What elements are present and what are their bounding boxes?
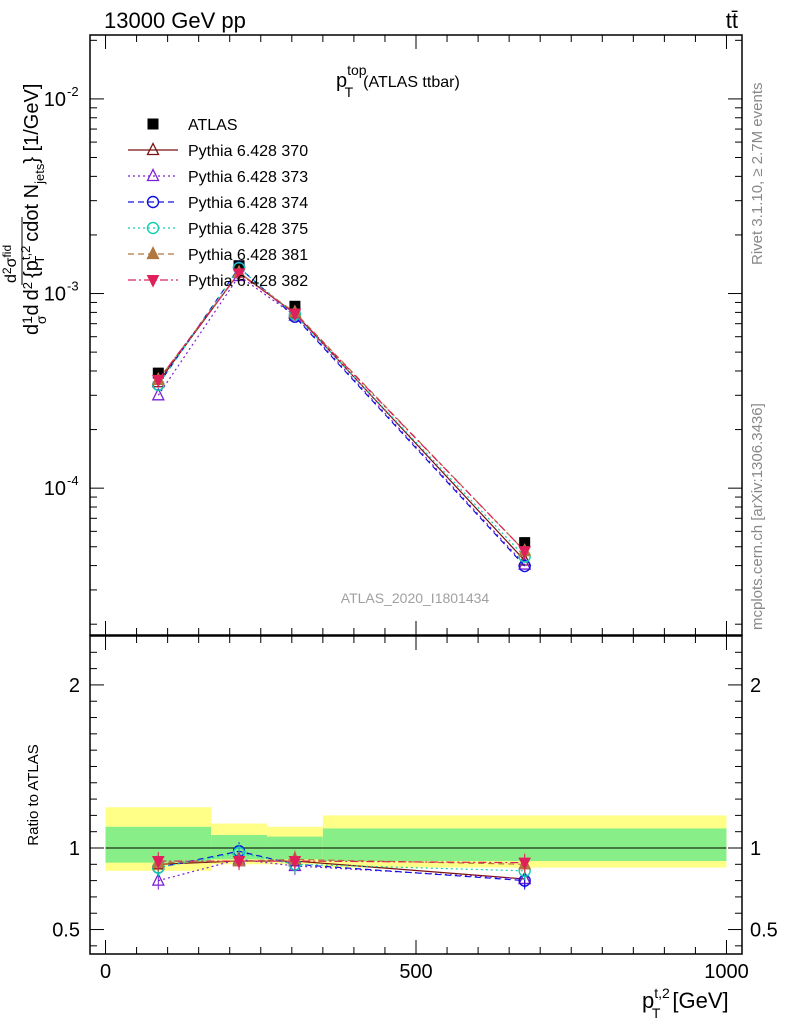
ratio-panel: 0.5 0.5 1 1 2 2 0 500 1000 Ratio to ATLAS pt,2 T [… [25,635,778,1021]
ratio-series-line [158,850,525,882]
main-y-tick-exponent: -4 [67,473,79,488]
ratio-y-tick-label-right: 0.5 [750,920,778,942]
svg-text:d2σfid: d2σfid [0,245,20,283]
ratio-y-tick-label: 0.5 [52,920,80,942]
legend-item: Pythia 6.428 375 [128,221,308,238]
legend-item: Pythia 6.428 370 [128,142,308,160]
plot-title-sub: T [345,84,354,100]
main-series-line [157,275,526,565]
main-point [288,308,302,322]
main-point [232,268,246,281]
legend-marker [146,168,160,182]
x-axis-label-tail: [GeV] [672,988,728,1013]
x-tick-label: 500 [399,961,432,983]
main-y-axis-label: d1σdd2{pt,2Tcdot Njets} [1/GeV] d2σfid [0,84,49,335]
svg-text:d1σdd2{pt,2Tcdot Njets} [1/GeV: d1σdd2{pt,2Tcdot Njets} [1/GeV] [18,84,49,335]
main-panel: 10-210-310-4 ptop T(ATLAS ttbar) ATLAS_20… [0,34,743,636]
ratio-series-layer [151,842,532,890]
main-series-line [157,272,526,552]
legend-marker [146,275,160,288]
legend-label: ATLAS [188,117,238,134]
plot-title-main: p [336,70,347,92]
ratio-point [232,856,246,869]
legend-label: Pythia 6.428 370 [188,143,308,160]
main-point [151,387,165,401]
x-tick-label: 0 [100,961,111,983]
x-axis-label-sub: T [652,1005,661,1021]
main-series-6 [151,268,531,559]
ratio-series-line [158,860,525,864]
legend-item: Pythia 6.428 374 [128,195,308,212]
legend-marker [146,195,160,209]
main-y-tick-label: 10 [44,89,66,111]
analysis-watermark: ATLAS_2020_I1801434 [341,590,490,606]
main-series-line [157,271,526,552]
main-point [518,546,531,559]
legend-item: Pythia 6.428 373 [128,168,308,186]
main-axis-ticks: 10-210-310-4 [44,35,742,635]
ratio-y-tick-label: 2 [69,675,80,697]
main-point [519,537,531,549]
x-axis-label: pt,2 T [GeV] [642,985,729,1021]
legend-marker [147,118,159,130]
main-series-line [157,266,526,567]
legend-marker [146,246,160,260]
legend-label: Pythia 6.428 373 [188,169,308,186]
main-y-tick-label: 10 [44,284,66,306]
main-point [151,374,165,388]
x-tick-label: 1000 [704,961,749,983]
rivet-label: Rivet 3.1.10, ≥ 2.7M events [749,83,766,266]
main-y-tick-exponent: -3 [67,279,79,294]
ratio-series-line [158,858,525,882]
legend-item: Pythia 6.428 381 [128,246,308,264]
ratio-y-tick-label-right: 1 [750,838,761,860]
main-point [518,559,531,573]
legend-marker [146,221,160,235]
x-axis-label-main: p [642,988,654,1013]
legend-label: Pythia 6.428 381 [188,247,308,264]
main-y-tick-exponent: -2 [67,84,79,99]
main-y-tick-label: 10 [44,478,66,500]
legend: ATLAS Pythia 6.428 370 Pythia 6.428 373 Pyt… [128,117,308,290]
plot-title-sup: top [347,62,367,78]
ratio-point [151,872,165,886]
ratio-y-axis-label: Ratio to ATLAS [25,744,42,845]
ratio-series-line [158,852,525,872]
legend-label: Pythia 6.428 375 [188,221,308,238]
plot-title-tail: (ATLAS ttbar) [363,74,460,91]
x-axis-label-sup: t,2 [654,985,670,1001]
ratio-point [151,856,165,869]
ratio-point [288,856,302,869]
ratio-y-tick-label-right: 2 [750,675,761,697]
legend-marker [146,142,160,156]
main-series-1 [151,264,532,566]
legend-label: Pythia 6.428 382 [188,273,308,290]
legend-label: Pythia 6.428 374 [188,195,308,212]
ratio-series-5 [151,852,531,872]
ratio-point [518,857,531,871]
main-point [518,552,532,566]
ratio-frame [89,635,743,955]
ratio-y-tick-label: 1 [69,838,80,860]
main-series-layer [151,260,532,573]
main-series-3 [152,261,531,573]
process-label: tt̄ [726,8,738,33]
mcplots-label: mcplots.cern.ch [arXiv:1306.3436] [749,403,766,630]
plot-title: ptop T (ATLAS ttbar) [336,62,460,100]
ratio-axis-ticks: 0.5 0.5 1 1 2 2 0 500 1000 [52,636,778,983]
main-series-2 [151,268,532,570]
main-series-line [157,267,526,558]
collision-energy-label: 13000 GeV pp [104,8,246,33]
main-series-4 [152,261,531,563]
main-series-line [157,271,526,561]
legend-item: ATLAS [147,117,238,134]
legend-item: Pythia 6.428 382 [128,273,308,290]
